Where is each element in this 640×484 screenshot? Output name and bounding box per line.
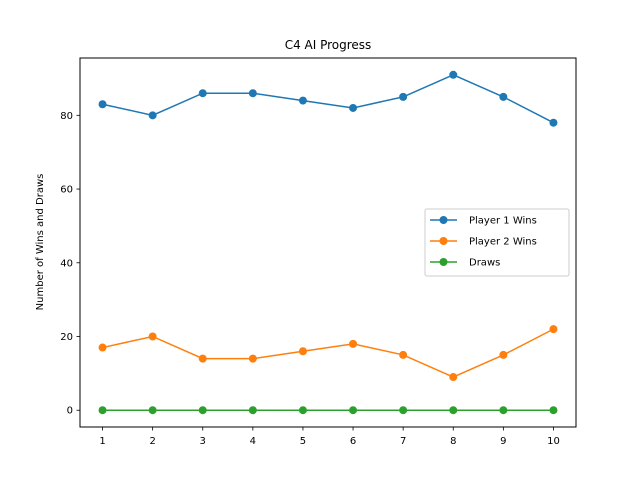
y-axis-label: Number of Wins and Draws xyxy=(35,174,46,311)
series-line-1 xyxy=(102,73,554,124)
data-point xyxy=(399,406,408,415)
y-tick-label: 80 xyxy=(60,111,73,122)
legend-label: Player 1 Wins xyxy=(469,216,537,227)
legend-label: Player 2 Wins xyxy=(469,237,537,248)
y-tick-label: 0 xyxy=(67,406,73,417)
legend-box xyxy=(424,208,570,277)
chart-title: C4 AI Progress xyxy=(285,38,372,52)
data-point xyxy=(148,406,157,415)
x-tick-label: 8 xyxy=(450,436,456,447)
data-point xyxy=(98,406,107,415)
plot-area-frame xyxy=(79,57,577,428)
data-point xyxy=(98,343,107,352)
x-tick-label: 2 xyxy=(149,436,155,447)
data-point xyxy=(399,350,408,359)
data-point xyxy=(248,354,257,363)
data-point xyxy=(499,92,508,101)
x-tick-label: 1 xyxy=(99,436,105,447)
data-point xyxy=(298,96,307,105)
legend-marker xyxy=(439,237,448,245)
data-point xyxy=(198,406,207,415)
data-point xyxy=(549,325,558,334)
series-line-2 xyxy=(102,328,554,378)
x-tick-label: 5 xyxy=(300,436,306,447)
data-point xyxy=(248,406,257,415)
data-point xyxy=(449,406,458,415)
legend-marker xyxy=(439,216,448,224)
y-axis: 0 20 40 60 80 xyxy=(60,111,80,417)
x-tick-label: 7 xyxy=(400,436,406,447)
y-tick-label: 20 xyxy=(60,332,73,343)
data-point xyxy=(198,89,207,98)
x-tick-label: 6 xyxy=(350,436,356,447)
legend: Player 1 Wins Player 2 Wins Draws xyxy=(424,208,570,277)
data-point xyxy=(499,406,508,415)
data-point xyxy=(549,406,558,415)
y-tick-label: 40 xyxy=(60,258,73,269)
data-point xyxy=(449,373,458,382)
x-tick-label: 3 xyxy=(200,436,206,447)
data-point xyxy=(399,92,408,101)
data-point xyxy=(349,103,358,112)
data-point xyxy=(148,111,157,120)
data-point xyxy=(298,406,307,415)
data-point xyxy=(449,70,458,79)
data-point xyxy=(349,406,358,415)
data-point xyxy=(248,89,257,98)
x-tick-label: 10 xyxy=(547,436,560,447)
legend-label: Draws xyxy=(469,258,500,269)
x-axis: 1 2 3 4 5 6 7 8 9 10 xyxy=(99,427,560,447)
data-point xyxy=(298,347,307,356)
data-point xyxy=(198,354,207,363)
data-point xyxy=(549,118,558,127)
x-tick-label: 9 xyxy=(500,436,506,447)
data-point xyxy=(499,350,508,359)
data-point xyxy=(148,332,157,341)
data-point xyxy=(349,339,358,348)
plot-series xyxy=(98,70,558,415)
x-tick-label: 4 xyxy=(250,436,256,447)
data-point xyxy=(98,100,107,109)
y-tick-label: 60 xyxy=(60,185,73,196)
legend-marker xyxy=(439,258,448,266)
